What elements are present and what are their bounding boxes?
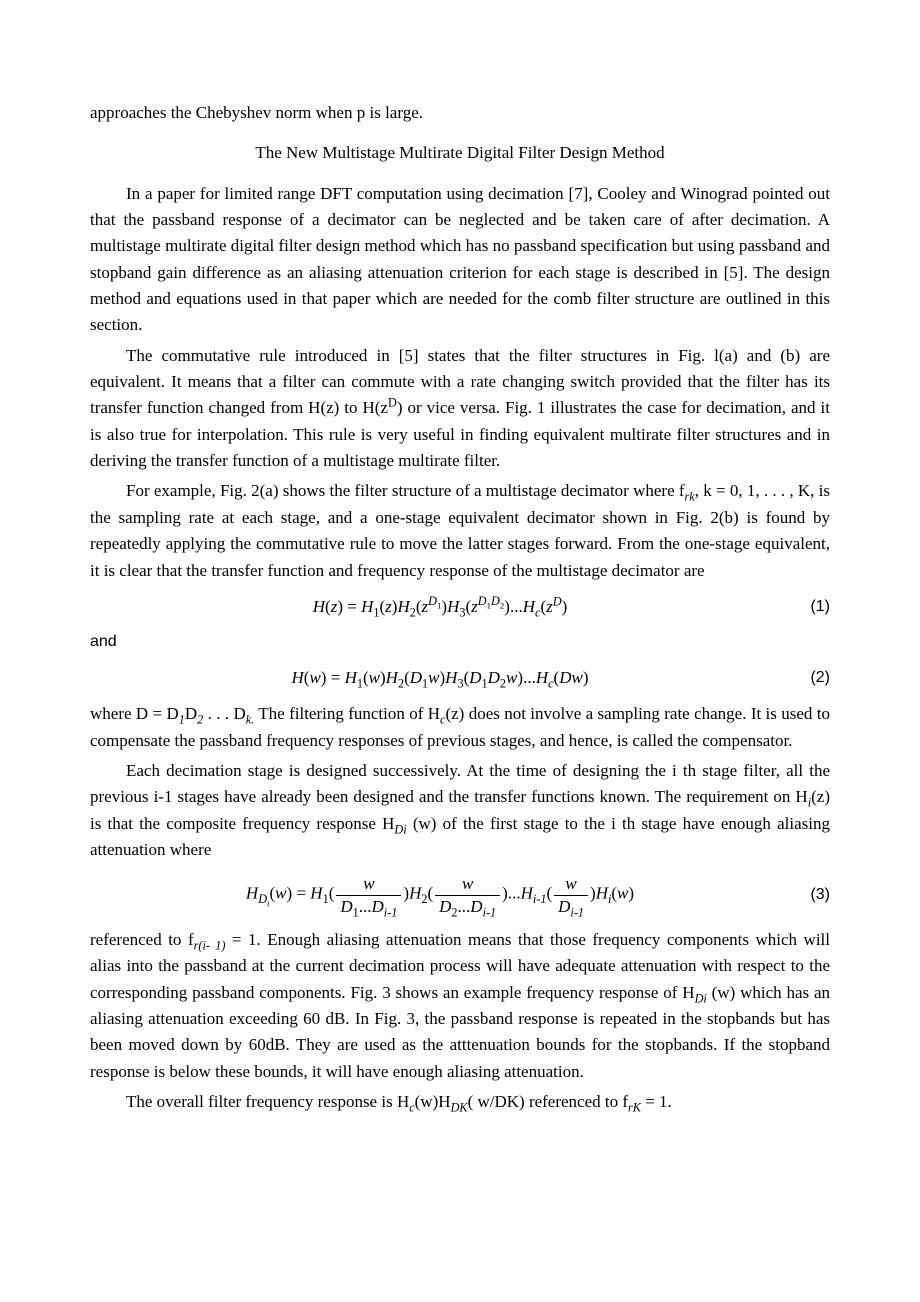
sub: DK: [451, 1100, 468, 1114]
sub: Di: [695, 991, 707, 1005]
sym: z: [385, 597, 392, 616]
sym: w: [309, 668, 320, 687]
text: = 1.: [641, 1092, 672, 1111]
text: (z) does not involve a sampling rate cha…: [90, 704, 830, 749]
paragraph: For example, Fig. 2(a) shows the filter …: [90, 478, 830, 583]
sym: w: [369, 668, 380, 687]
paragraph: The commutative rule introduced in [5] s…: [90, 343, 830, 475]
equation-number: (1): [790, 595, 830, 620]
sym: w: [571, 668, 582, 687]
sym: H: [313, 597, 325, 616]
text: Each decimation stage is designed succes…: [90, 761, 830, 806]
sym: w: [617, 884, 628, 903]
sym: D: [469, 668, 481, 687]
sym: z: [546, 597, 553, 616]
text: . . . D: [203, 704, 245, 723]
sym: w: [428, 668, 439, 687]
fraction: wD2...Di-1: [435, 873, 500, 917]
sym: H: [521, 884, 533, 903]
paragraph: where D = D1D2 . . . Dk. The filtering f…: [90, 701, 830, 754]
sym: ...: [523, 668, 536, 687]
sym: z: [471, 597, 478, 616]
sym: H: [445, 668, 457, 687]
fraction: wD1...Di-1: [336, 873, 401, 917]
sym: H: [523, 597, 535, 616]
sym: ...: [508, 884, 521, 903]
paragraph-lead: approaches the Chebyshev norm when p is …: [90, 100, 830, 126]
sym: H: [246, 884, 258, 903]
sym: D: [488, 668, 500, 687]
paragraph: Each decimation stage is designed succes…: [90, 758, 830, 863]
equation-number: (3): [790, 883, 830, 908]
text: (w)H: [415, 1092, 451, 1111]
sym: H: [292, 668, 304, 687]
sym: ...: [510, 597, 523, 616]
text: The overall filter frequency response is…: [126, 1092, 409, 1111]
sub: Di: [258, 892, 269, 906]
sym: H: [447, 597, 459, 616]
sym: H: [345, 668, 357, 687]
sym: =: [296, 884, 310, 903]
sym: H: [596, 884, 608, 903]
section-title: The New Multistage Multirate Digital Fil…: [90, 140, 830, 166]
sub: rK: [628, 1100, 641, 1114]
sup: D1D2: [478, 594, 505, 608]
sym: H: [536, 668, 548, 687]
equation-body: HDi(w) = H1(wD1...Di-1)H2(wD2...Di-1)...…: [90, 873, 790, 917]
superscript: D: [388, 396, 397, 410]
sym: H: [397, 597, 409, 616]
sym: D: [410, 668, 422, 687]
sym: H: [386, 668, 398, 687]
connector-and: and: [90, 630, 830, 655]
paragraph: The overall filter frequency response is…: [90, 1089, 830, 1115]
text: The filtering function of H: [254, 704, 440, 723]
sym: =: [331, 668, 345, 687]
equation-body: H(w) = H1(w)H2(D1w)H3(D1D2w)...Hc(Dw): [90, 665, 790, 691]
sym: w: [275, 884, 286, 903]
equation-body: H(z) = H1(z)H2(zD1)H3(zD1D2)...Hc(zD): [90, 594, 790, 620]
sym: H: [310, 884, 322, 903]
sym: w: [506, 668, 517, 687]
sub: Di: [394, 822, 406, 836]
text: referenced to f: [90, 930, 194, 949]
sub: k.: [246, 713, 255, 727]
text: D: [185, 704, 197, 723]
sub: r(i- 1): [194, 938, 226, 952]
sym: H: [409, 884, 421, 903]
text: For example, Fig. 2(a) shows the filter …: [126, 481, 685, 500]
sym: H: [361, 597, 373, 616]
sub: i-1: [533, 892, 547, 906]
equation-number: (2): [790, 666, 830, 691]
sym: =: [347, 597, 361, 616]
equation-1: H(z) = H1(z)H2(zD1)H3(zD1D2)...Hc(zD) (1…: [90, 594, 830, 620]
equation-3: HDi(w) = H1(wD1...Di-1)H2(wD2...Di-1)...…: [90, 873, 830, 917]
sup: D1: [428, 594, 441, 608]
sym: ): [337, 597, 343, 616]
sym: D: [559, 668, 571, 687]
text: where D = D: [90, 704, 179, 723]
text: ( w/DK) referenced to f: [468, 1092, 628, 1111]
equation-2: H(w) = H1(w)H2(D1w)H3(D1D2w)...Hc(Dw) (2…: [90, 665, 830, 691]
sup: D: [553, 594, 562, 608]
paragraph: referenced to fr(i- 1) = 1. Enough alias…: [90, 927, 830, 1085]
paragraph: In a paper for limited range DFT computa…: [90, 181, 830, 339]
fraction: wDi-1: [554, 873, 588, 917]
subscript: rk: [685, 490, 695, 504]
